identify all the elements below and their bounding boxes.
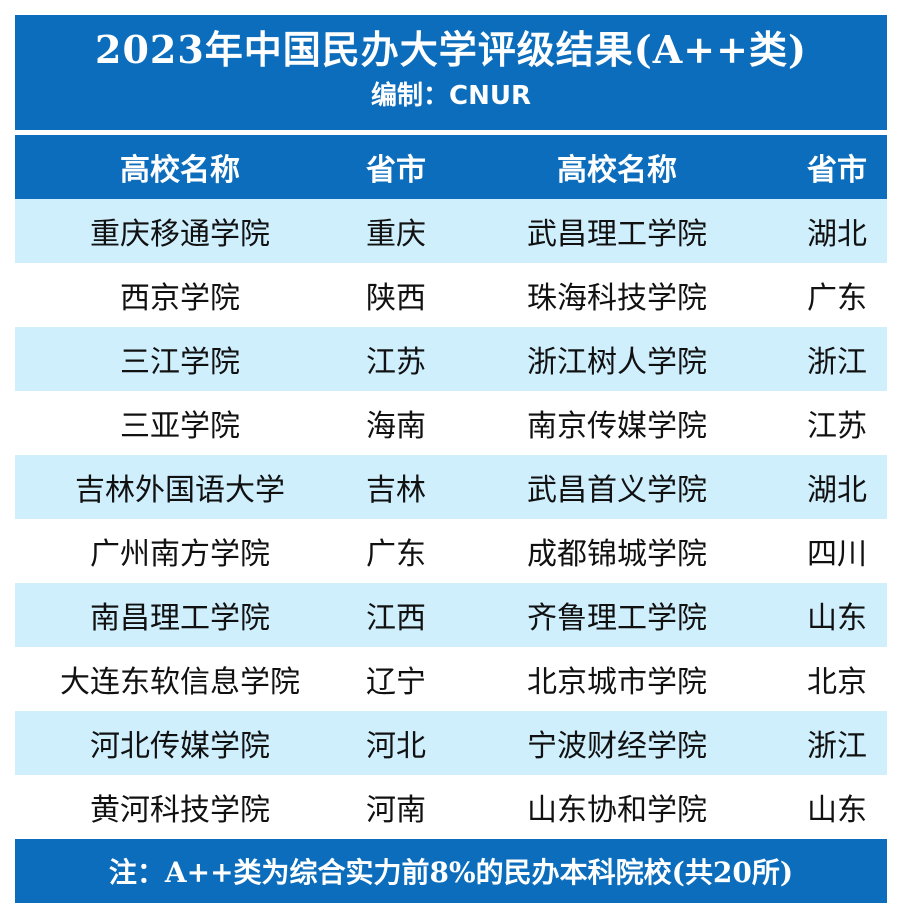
school-name-cell: 齐鲁理工学院: [527, 601, 707, 636]
school-name-cell: 吉林外国语大学: [75, 473, 285, 508]
school-name-cell: 山东协和学院: [527, 793, 707, 828]
province-cell: 海南: [366, 409, 426, 444]
school-name-cell: 宁波财经学院: [527, 729, 707, 764]
school-name-cell: 黄河科技学院: [90, 793, 270, 828]
province-cell: 广东: [807, 281, 867, 316]
table-body: 重庆移通学院 重庆 武昌理工学院 湖北 西京学院 陕西 珠海科技学院 广东 三江学院 江苏 浙江树人…: [15, 199, 887, 839]
school-name-cell: 成都锦城学院: [527, 537, 707, 572]
header-province-1: 省市: [366, 153, 426, 188]
school-name-cell: 武昌理工学院: [527, 217, 707, 252]
ranking-table: 2023年中国民办大学评级结果(A++类) 编制：CNUR 高校名称 省市 高校…: [15, 15, 887, 903]
province-cell: 江苏: [366, 345, 426, 380]
table-row: 南昌理工学院 江西 齐鲁理工学院 山东: [15, 583, 887, 647]
table-header: 高校名称 省市 高校名称 省市: [15, 135, 887, 199]
province-cell: 浙江: [807, 345, 867, 380]
province-cell: 河北: [366, 729, 426, 764]
school-name-cell: 北京城市学院: [527, 665, 707, 700]
province-cell: 山东: [807, 793, 867, 828]
school-name-cell: 武昌首义学院: [527, 473, 707, 508]
school-name-cell: 重庆移通学院: [90, 217, 270, 252]
province-cell: 山东: [807, 601, 867, 636]
page-subtitle: 编制：CNUR: [371, 81, 531, 111]
province-cell: 北京: [807, 665, 867, 700]
province-cell: 陕西: [366, 281, 426, 316]
table-row: 三江学院 江苏 浙江树人学院 浙江: [15, 327, 887, 391]
province-cell: 辽宁: [366, 665, 426, 700]
header-school-name-2: 高校名称: [557, 153, 677, 188]
school-name-cell: 三江学院: [120, 345, 240, 380]
table-row: 黄河科技学院 河南 山东协和学院 山东: [15, 775, 887, 839]
school-name-cell: 西京学院: [120, 281, 240, 316]
table-row: 西京学院 陕西 珠海科技学院 广东: [15, 263, 887, 327]
school-name-cell: 河北传媒学院: [90, 729, 270, 764]
province-cell: 重庆: [366, 217, 426, 252]
school-name-cell: 广州南方学院: [90, 537, 270, 572]
table-row: 大连东软信息学院 辽宁 北京城市学院 北京: [15, 647, 887, 711]
school-name-cell: 珠海科技学院: [527, 281, 707, 316]
table-row: 重庆移通学院 重庆 武昌理工学院 湖北: [15, 199, 887, 263]
province-cell: 江苏: [807, 409, 867, 444]
header-school-name-1: 高校名称: [120, 153, 240, 188]
title-block: 2023年中国民办大学评级结果(A++类) 编制：CNUR: [15, 15, 887, 130]
school-name-cell: 三亚学院: [120, 409, 240, 444]
school-name-cell: 大连东软信息学院: [60, 665, 300, 700]
province-cell: 湖北: [807, 217, 867, 252]
province-cell: 浙江: [807, 729, 867, 764]
province-cell: 吉林: [366, 473, 426, 508]
table-row: 广州南方学院 广东 成都锦城学院 四川: [15, 519, 887, 583]
school-name-cell: 南昌理工学院: [90, 601, 270, 636]
province-cell: 江西: [366, 601, 426, 636]
province-cell: 四川: [807, 537, 867, 572]
province-cell: 湖北: [807, 473, 867, 508]
school-name-cell: 浙江树人学院: [527, 345, 707, 380]
table-row: 河北传媒学院 河北 宁波财经学院 浙江: [15, 711, 887, 775]
province-cell: 河南: [366, 793, 426, 828]
table-row: 三亚学院 海南 南京传媒学院 江苏: [15, 391, 887, 455]
table-row: 吉林外国语大学 吉林 武昌首义学院 湖北: [15, 455, 887, 519]
school-name-cell: 南京传媒学院: [527, 409, 707, 444]
page-title: 2023年中国民办大学评级结果(A++类): [95, 27, 807, 72]
header-province-2: 省市: [807, 153, 867, 188]
province-cell: 广东: [366, 537, 426, 572]
footnote: 注：A++类为综合实力前8%的民办本科院校(共20所): [15, 839, 887, 903]
